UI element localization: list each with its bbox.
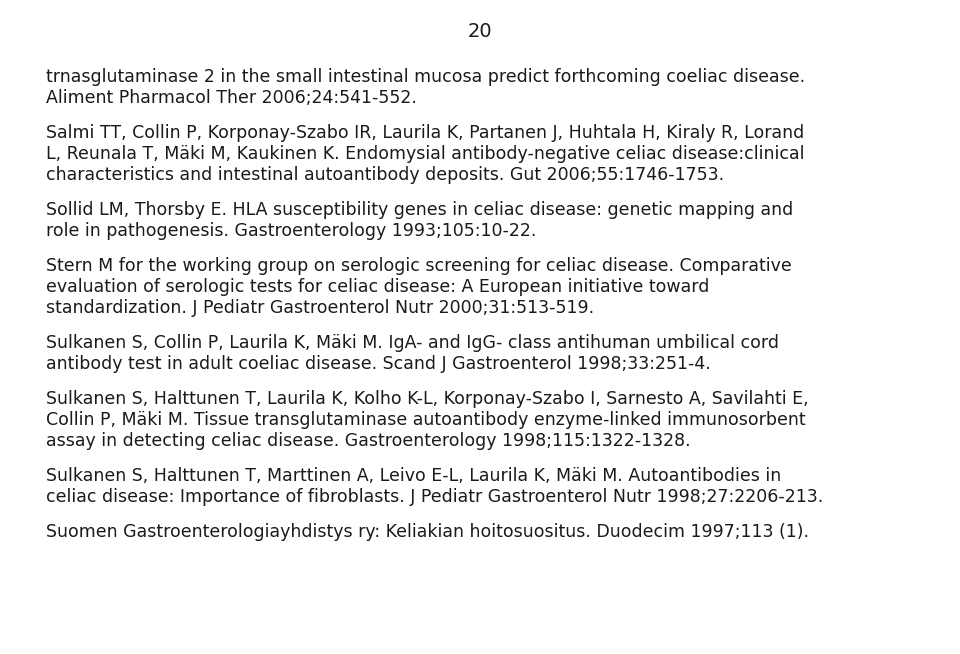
Text: evaluation of serologic tests for celiac disease: A European initiative toward: evaluation of serologic tests for celiac… [46,278,709,296]
Text: Sulkanen S, Collin P, Laurila K, Mäki M. IgA- and IgG- class antihuman umbilical: Sulkanen S, Collin P, Laurila K, Mäki M.… [46,334,779,352]
Text: standardization. J Pediatr Gastroenterol Nutr 2000;31:513-519.: standardization. J Pediatr Gastroenterol… [46,299,594,317]
Text: Salmi TT, Collin P, Korponay-Szabo IR, Laurila K, Partanen J, Huhtala H, Kiraly : Salmi TT, Collin P, Korponay-Szabo IR, L… [46,124,804,142]
Text: Sulkanen S, Halttunen T, Laurila K, Kolho K-L, Korponay-Szabo I, Sarnesto A, Sav: Sulkanen S, Halttunen T, Laurila K, Kolh… [46,390,808,408]
Text: Collin P, Mäki M. Tissue transglutaminase autoantibody enzyme-linked immunosorbe: Collin P, Mäki M. Tissue transglutaminas… [46,411,805,429]
Text: trnasglutaminase 2 in the small intestinal mucosa predict forthcoming coeliac di: trnasglutaminase 2 in the small intestin… [46,68,805,86]
Text: Sulkanen S, Halttunen T, Marttinen A, Leivo E-L, Laurila K, Mäki M. Autoantibodi: Sulkanen S, Halttunen T, Marttinen A, Le… [46,467,781,485]
Text: Aliment Pharmacol Ther 2006;24:541-552.: Aliment Pharmacol Ther 2006;24:541-552. [46,89,417,107]
Text: role in pathogenesis. Gastroenterology 1993;105:10-22.: role in pathogenesis. Gastroenterology 1… [46,222,537,240]
Text: Suomen Gastroenterologiayhdistys ry: Keliakian hoitosuositus. Duodecim 1997;113 : Suomen Gastroenterologiayhdistys ry: Kel… [46,523,809,541]
Text: characteristics and intestinal autoantibody deposits. Gut 2006;55:1746-1753.: characteristics and intestinal autoantib… [46,166,724,184]
Text: antibody test in adult coeliac disease. Scand J Gastroenterol 1998;33:251-4.: antibody test in adult coeliac disease. … [46,355,710,373]
Text: assay in detecting celiac disease. Gastroenterology 1998;115:1322-1328.: assay in detecting celiac disease. Gastr… [46,432,690,450]
Text: 20: 20 [468,22,492,41]
Text: Stern M for the working group on serologic screening for celiac disease. Compara: Stern M for the working group on serolog… [46,257,792,275]
Text: Sollid LM, Thorsby E. HLA susceptibility genes in celiac disease: genetic mappin: Sollid LM, Thorsby E. HLA susceptibility… [46,201,793,219]
Text: celiac disease: Importance of fibroblasts. J Pediatr Gastroenterol Nutr 1998;27:: celiac disease: Importance of fibroblast… [46,488,824,506]
Text: L, Reunala T, Mäki M, Kaukinen K. Endomysial antibody-negative celiac disease:cl: L, Reunala T, Mäki M, Kaukinen K. Endomy… [46,145,804,163]
